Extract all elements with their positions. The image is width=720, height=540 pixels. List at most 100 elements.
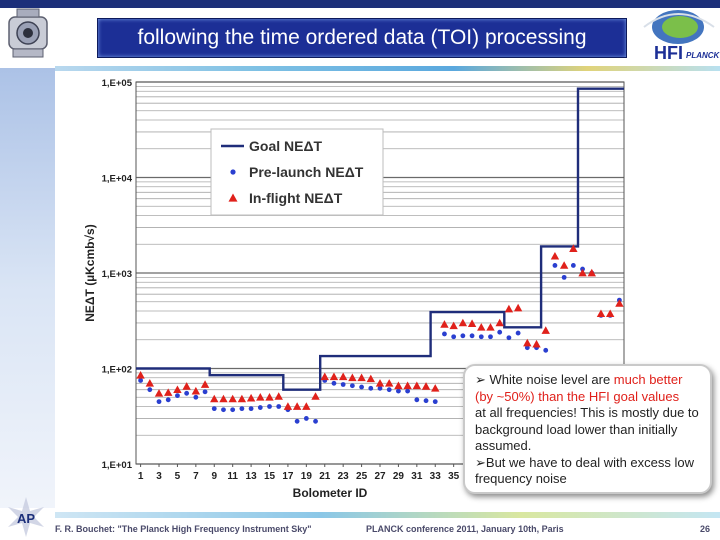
y-tick-label: 1,E+04: [102, 174, 133, 185]
prelaunch-point: [442, 331, 447, 337]
inflight-point: [449, 321, 458, 330]
inflight-point: [283, 402, 293, 410]
prelaunch-point: [405, 388, 411, 394]
prelaunch-point: [184, 390, 190, 396]
inflight-point: [615, 299, 624, 307]
prelaunch-point: [313, 418, 318, 424]
page-number: 26: [700, 524, 711, 534]
footer-conference: PLANCK conference 2011, January 10th, Pa…: [366, 524, 564, 534]
inflight-point: [394, 381, 403, 390]
x-tick-label: 17: [282, 471, 294, 482]
x-tick-label: 27: [374, 471, 386, 482]
prelaunch-point: [478, 334, 484, 340]
prelaunch-point: [524, 345, 530, 351]
prelaunch-point: [349, 383, 355, 389]
prelaunch-point: [377, 385, 383, 391]
inflight-point: [385, 379, 394, 387]
x-tick-label: 25: [356, 471, 368, 482]
hfi-instrument-logo: [8, 8, 48, 58]
prelaunch-point: [414, 397, 420, 403]
header-band: [0, 0, 720, 8]
prelaunch-point: [460, 333, 466, 339]
prelaunch-point: [451, 334, 457, 340]
inflight-point: [136, 371, 145, 379]
goal-step-line: [136, 87, 624, 391]
prelaunch-point: [175, 393, 180, 399]
inflight-point: [403, 381, 412, 390]
x-tick-label: 7: [193, 471, 199, 482]
x-tick-label: 15: [264, 471, 276, 482]
x-tick-label: 29: [393, 471, 405, 482]
inflight-point: [200, 380, 210, 388]
prelaunch-point: [239, 406, 245, 412]
callout-line1-text: ➢ White noise level are: [475, 372, 614, 387]
prelaunch-point: [221, 407, 226, 413]
inflight-point: [228, 394, 237, 403]
prelaunch-point: [211, 406, 217, 412]
noise-callout: ➢ White noise level are much better (by …: [463, 364, 712, 494]
prelaunch-point: [294, 418, 300, 424]
prelaunch-point: [267, 404, 272, 409]
prelaunch-point: [423, 398, 429, 404]
inflight-point: [440, 320, 449, 328]
inflight-point: [256, 393, 265, 401]
prelaunch-point: [386, 387, 392, 393]
goal-series: [136, 87, 624, 391]
x-tick-label: 11: [227, 471, 238, 482]
spectrum-strip: [55, 66, 720, 71]
prelaunch-point: [331, 380, 337, 386]
prelaunch-point: [147, 387, 153, 393]
inflight-point: [311, 392, 320, 400]
inflight-point: [246, 393, 256, 402]
left-decor-band: [0, 68, 55, 508]
planck-logo-text: PLANCK: [686, 51, 720, 60]
x-tick-label: 1: [138, 471, 144, 482]
prelaunch-point: [193, 394, 199, 400]
inflight-point: [274, 392, 283, 400]
inflight-point: [164, 388, 173, 396]
slide-title: following the time ordered data (TOI) pr…: [137, 26, 587, 49]
prelaunch-point: [156, 399, 162, 405]
inflight-point: [145, 379, 155, 387]
callout-line1: ➢ White noise level are much better: [475, 372, 702, 389]
prelaunch-point: [230, 407, 236, 413]
callout-line4: ➢But we have to deal with excess low fre…: [475, 454, 695, 487]
inflight-point: [182, 382, 191, 390]
x-tick-label: 21: [319, 471, 331, 482]
inflight-point: [375, 379, 385, 387]
inflight-point: [596, 309, 606, 318]
apc-logo: AP: [8, 497, 44, 537]
legend-inflight-swatch: [228, 193, 238, 202]
inflight-point: [219, 394, 228, 403]
inflight-point: [559, 261, 569, 269]
callout-line3: at all frequencies! This is mostly due t…: [475, 405, 699, 453]
inflight-point: [329, 372, 339, 381]
x-tick-label: 3: [156, 471, 162, 482]
chart-legend: Goal NEΔT Pre-launch NEΔT In-flight NEΔT: [210, 128, 384, 216]
prelaunch-point: [543, 347, 549, 353]
prelaunch-point: [469, 333, 475, 339]
prelaunch-point: [202, 389, 208, 395]
x-tick-label: 19: [301, 471, 313, 482]
legend-prelaunch-swatch: [230, 169, 236, 175]
prelaunch-point: [138, 378, 144, 383]
inflight-series: [136, 244, 624, 410]
x-tick-label: 31: [411, 471, 423, 482]
x-tick-label: 9: [211, 471, 217, 482]
prelaunch-point: [359, 384, 364, 390]
y-tick-label: 1,E+03: [102, 269, 132, 280]
legend-box: [210, 128, 384, 216]
inflight-point: [431, 384, 440, 392]
prelaunch-point: [506, 335, 512, 341]
prelaunch-point: [561, 274, 567, 280]
inflight-point: [578, 268, 587, 277]
inflight-point: [605, 309, 615, 318]
inflight-point: [532, 339, 541, 348]
prelaunch-point: [552, 263, 558, 268]
prelaunch-point: [368, 385, 374, 391]
hfi-logo-text: HFI: [654, 43, 683, 63]
y-tick-label: 1,E+01: [102, 460, 133, 471]
prelaunch-point: [303, 416, 309, 421]
prelaunch-point: [340, 382, 346, 387]
legend-label: In-flight NEΔT: [249, 190, 343, 206]
